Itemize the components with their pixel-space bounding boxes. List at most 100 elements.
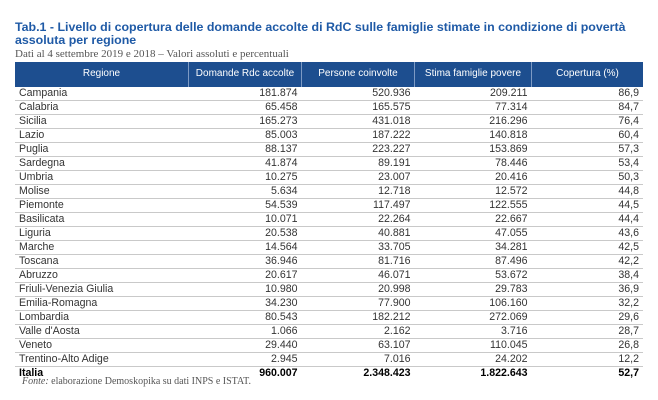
cell-stima: 78.446 bbox=[414, 156, 532, 171]
cell-copertura: 43,6 bbox=[531, 226, 643, 241]
cell-stima: 1.822.643 bbox=[480, 367, 528, 379]
cell-region: Molise bbox=[15, 184, 189, 199]
cell-copertura: 53,4 bbox=[531, 156, 643, 171]
cell-region: Puglia bbox=[15, 142, 189, 157]
cell-domande: 960.007 bbox=[259, 367, 298, 379]
cell-persone: 431.018 bbox=[301, 114, 415, 129]
table-row: Valle d'Aosta 1.066 2.162 3.716 28,7 bbox=[15, 324, 643, 339]
cell-domande: 14.564 bbox=[188, 240, 302, 255]
cell-copertura: 36,9 bbox=[531, 282, 643, 297]
table-row: Molise 5.634 12.718 12.572 44,8 bbox=[15, 184, 643, 199]
cell-copertura: 86,9 bbox=[531, 87, 643, 101]
cell-domande: 20.538 bbox=[188, 226, 302, 241]
cell-domande: 85.003 bbox=[188, 128, 302, 143]
cell-copertura: 29,6 bbox=[531, 310, 643, 325]
cell-copertura: 44,8 bbox=[531, 184, 643, 199]
cell-region: Umbria bbox=[15, 170, 189, 185]
table-title: Tab.1 - Livello di copertura delle doman… bbox=[15, 20, 626, 47]
cell-domande: 20.617 bbox=[188, 268, 302, 283]
source-note: Fonte: elaborazione Demoskopika su dati … bbox=[22, 376, 251, 387]
cell-persone: 117.497 bbox=[301, 198, 415, 213]
total-row: Italia 960.007 2.348.423 1.822.643 52,7 bbox=[15, 367, 643, 381]
header-regione: Regione bbox=[15, 62, 189, 87]
cell-copertura: 52,7 bbox=[618, 367, 639, 379]
table-row: Basilicata 10.071 22.264 22.667 44,4 bbox=[15, 212, 643, 227]
cell-region: Lombardia bbox=[15, 310, 189, 325]
table-row: Calabria 65.458 165.575 77.314 84,7 bbox=[15, 100, 643, 115]
cell-domande: 165.273 bbox=[188, 114, 302, 129]
cell-region: Sicilia bbox=[15, 114, 189, 129]
table-row: Abruzzo 20.617 46.071 53.672 38,4 bbox=[15, 268, 643, 283]
cell-stima: 87.496 bbox=[414, 254, 532, 269]
cell-persone: 23.007 bbox=[301, 170, 415, 185]
cell-stima: 20.416 bbox=[414, 170, 532, 185]
cell-copertura: 44,4 bbox=[531, 212, 643, 227]
cell-region: Veneto bbox=[15, 338, 189, 353]
cell-domande: 29.440 bbox=[188, 338, 302, 353]
cell-domande: 1.066 bbox=[188, 324, 302, 339]
table-row: Veneto 29.440 63.107 110.045 26,8 bbox=[15, 338, 643, 353]
cell-stima: 3.716 bbox=[414, 324, 532, 339]
cell-domande: 41.874 bbox=[188, 156, 302, 171]
cell-domande: 88.137 bbox=[188, 142, 302, 157]
source-label: Fonte: bbox=[22, 376, 49, 387]
cell-stima: 122.555 bbox=[414, 198, 532, 213]
coverage-table: Regione Domande Rdc accolte Persone coin… bbox=[15, 62, 643, 380]
cell-copertura: 42,5 bbox=[531, 240, 643, 255]
cell-stima: 12.572 bbox=[414, 184, 532, 199]
cell-persone: 223.227 bbox=[301, 142, 415, 157]
table-subtitle: Dati al 4 settembre 2019 e 2018 – Valori… bbox=[15, 48, 289, 60]
cell-copertura: 50,3 bbox=[531, 170, 643, 185]
cell-copertura: 12,2 bbox=[531, 352, 643, 367]
cell-copertura: 60,4 bbox=[531, 128, 643, 143]
cell-region: Campania bbox=[15, 87, 189, 101]
cell-stima: 22.667 bbox=[414, 212, 532, 227]
cell-stima: 110.045 bbox=[414, 338, 532, 353]
cell-region: Calabria bbox=[15, 100, 189, 115]
cell-stima: 140.818 bbox=[414, 128, 532, 143]
cell-region: Friuli-Venezia Giulia bbox=[15, 282, 189, 297]
cell-domande: 10.980 bbox=[188, 282, 302, 297]
cell-persone: 520.936 bbox=[301, 87, 415, 101]
header-copertura: Copertura (%) bbox=[531, 62, 643, 87]
cell-region: Piemonte bbox=[15, 198, 189, 213]
cell-domande: 34.230 bbox=[188, 296, 302, 311]
cell-stima: 106.160 bbox=[414, 296, 532, 311]
cell-stima: 53.672 bbox=[414, 268, 532, 283]
cell-region: Marche bbox=[15, 240, 189, 255]
table-row: Trentino-Alto Adige 2.945 7.016 24.202 12,2 bbox=[15, 352, 643, 367]
cell-stima: 77.314 bbox=[414, 100, 532, 115]
table-row: Friuli-Venezia Giulia 10.980 20.998 29.783 3… bbox=[15, 282, 643, 297]
cell-region: Trentino-Alto Adige bbox=[15, 352, 189, 367]
cell-stima: 47.055 bbox=[414, 226, 532, 241]
header-domande: Domande Rdc accolte bbox=[188, 62, 302, 87]
cell-region: Liguria bbox=[15, 226, 189, 241]
cell-copertura: 42,2 bbox=[531, 254, 643, 269]
cell-domande: 2.945 bbox=[188, 352, 302, 367]
cell-persone: 182.212 bbox=[301, 310, 415, 325]
cell-domande: 36.946 bbox=[188, 254, 302, 269]
cell-stima: 29.783 bbox=[414, 282, 532, 297]
cell-copertura: 26,8 bbox=[531, 338, 643, 353]
cell-stima: 216.296 bbox=[414, 114, 532, 129]
header-persone: Persone coinvolte bbox=[301, 62, 415, 87]
cell-copertura: 84,7 bbox=[531, 100, 643, 115]
cell-persone: 2.162 bbox=[301, 324, 415, 339]
cell-persone: 187.222 bbox=[301, 128, 415, 143]
cell-persone: 81.716 bbox=[301, 254, 415, 269]
cell-region: Sardegna bbox=[15, 156, 189, 171]
cell-persone: 77.900 bbox=[301, 296, 415, 311]
cell-stima: 34.281 bbox=[414, 240, 532, 255]
cell-persone: 22.264 bbox=[301, 212, 415, 227]
cell-copertura: 32,2 bbox=[531, 296, 643, 311]
cell-stima: 272.069 bbox=[414, 310, 532, 325]
cell-persone: 46.071 bbox=[301, 268, 415, 283]
cell-domande: 181.874 bbox=[188, 87, 302, 101]
cell-persone: 63.107 bbox=[301, 338, 415, 353]
cell-persone: 12.718 bbox=[301, 184, 415, 199]
cell-region: Italia bbox=[19, 367, 44, 379]
cell-persone: 33.705 bbox=[301, 240, 415, 255]
cell-region: Basilicata bbox=[15, 212, 189, 227]
cell-persone: 165.575 bbox=[301, 100, 415, 115]
cell-stima: 153.869 bbox=[414, 142, 532, 157]
